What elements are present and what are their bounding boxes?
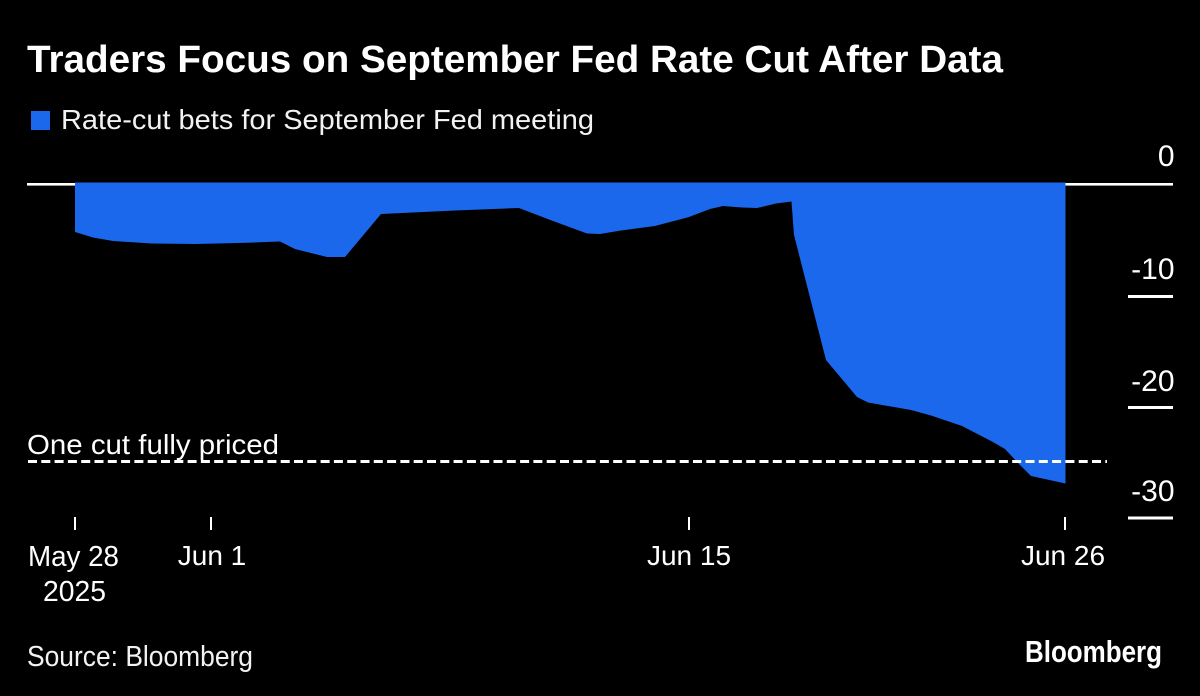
svg-text:Rate-cut bets for September Fe: Rate-cut bets for September Fed meeting xyxy=(61,104,594,135)
svg-text:-10: -10 xyxy=(1131,253,1174,286)
svg-text:One cut fully priced: One cut fully priced xyxy=(27,429,279,460)
svg-text:May 28: May 28 xyxy=(28,541,119,573)
svg-text:0: 0 xyxy=(1158,140,1175,173)
svg-text:Traders Focus on September Fed: Traders Focus on September Fed Rate Cut … xyxy=(27,39,1004,81)
svg-text:Jun 15: Jun 15 xyxy=(647,540,731,571)
svg-text:Jun 1: Jun 1 xyxy=(178,540,247,571)
svg-text:2025: 2025 xyxy=(43,576,106,608)
svg-text:Bloomberg: Bloomberg xyxy=(1025,634,1162,669)
svg-text:Source: Bloomberg: Source: Bloomberg xyxy=(27,641,253,673)
svg-text:-20: -20 xyxy=(1131,365,1174,398)
svg-text:-30: -30 xyxy=(1131,475,1174,508)
svg-text:Jun 26: Jun 26 xyxy=(1021,540,1105,571)
